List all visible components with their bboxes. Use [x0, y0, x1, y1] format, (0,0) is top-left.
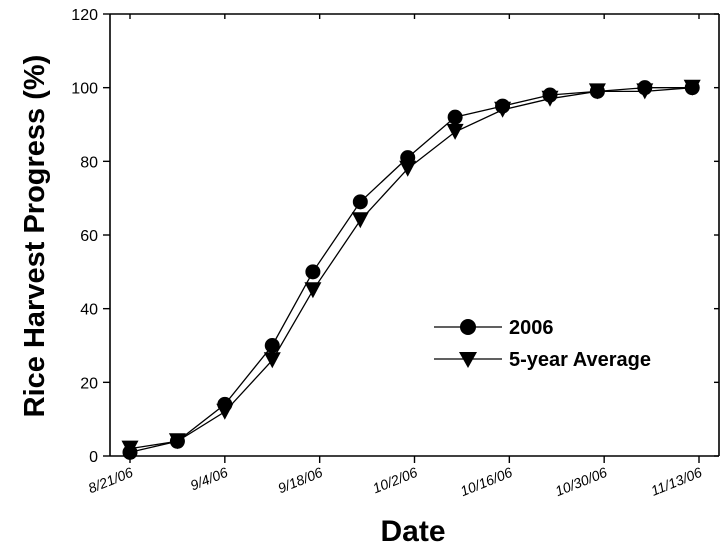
y-tick-label: 120 [71, 7, 98, 24]
point-2006 [684, 80, 700, 96]
y-tick-label: 40 [80, 302, 98, 319]
series-line-2006 [129, 87, 693, 453]
x-tick-label: 10/16/06 [458, 464, 515, 499]
x-axis-label: Date [380, 515, 445, 548]
y-tick-label: 100 [71, 81, 98, 98]
point-2006 [400, 150, 416, 166]
point-2006 [447, 109, 463, 125]
point-5-year-average [446, 123, 464, 140]
point-2006 [217, 396, 233, 412]
point-2006 [589, 83, 605, 99]
x-tick-label: 10/30/06 [553, 464, 610, 499]
x-ticks: 8/21/06 9/4/06 9/18/06 10/2/06 10/16/06 10/30… [86, 14, 704, 499]
y-tick-label: 20 [80, 375, 98, 392]
point-5-year-average [263, 352, 281, 369]
point-5-year-average [351, 212, 369, 229]
series-layer [121, 79, 701, 460]
y-ticks: 0 20 40 60 80 100 120 [71, 7, 719, 466]
series-line-5-year-average [129, 87, 693, 450]
y-tick-label: 0 [89, 449, 98, 466]
point-2006 [352, 194, 368, 210]
point-2006 [542, 87, 558, 103]
legend-marker-5-year-average [459, 352, 477, 368]
x-tick-label: 10/2/06 [370, 464, 420, 496]
point-2006 [305, 264, 321, 280]
y-tick-label: 60 [80, 228, 98, 245]
point-2006 [264, 338, 280, 353]
x-tick-label: 11/13/06 [649, 464, 705, 499]
x-tick-label: 9/18/06 [275, 464, 325, 496]
y-tick-label: 80 [80, 154, 98, 171]
point-5-year-average [304, 282, 322, 299]
legend-marker-2006 [460, 319, 476, 335]
point-2006 [122, 444, 138, 460]
point-5-year-average [399, 160, 417, 177]
point-2006 [495, 98, 511, 114]
legend-label-5-year-average: 5-year Average [509, 349, 651, 371]
chart-axes [109, 13, 720, 457]
x-tick-label: 8/21/06 [86, 464, 136, 496]
legend-label-2006: 2006 [509, 317, 554, 339]
point-2006 [169, 433, 185, 449]
legend: 2006 5-year Average [434, 317, 651, 371]
x-tick-label: 9/4/06 [188, 464, 230, 493]
point-2006 [637, 80, 653, 96]
y-axis-label: Rice Harvest Progress (%) [19, 55, 51, 418]
